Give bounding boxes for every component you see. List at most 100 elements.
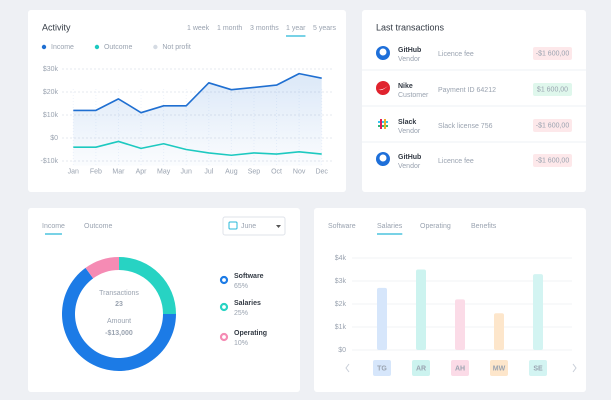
github-icon: [376, 152, 390, 166]
y-tick-label: -$10k: [40, 158, 58, 165]
tab[interactable]: Operating: [420, 223, 451, 230]
category-chip: [373, 360, 391, 376]
series-line: [73, 140, 322, 157]
legend-label: Software: [234, 273, 264, 280]
x-tick-label: Mar: [112, 168, 125, 175]
bar: [533, 274, 543, 350]
tab[interactable]: Outcome: [84, 223, 113, 230]
nike-icon: [376, 81, 390, 95]
amount: -$1 600,00: [536, 157, 570, 164]
description: Licence fee: [438, 158, 474, 165]
x-tick-label: Jul: [204, 168, 213, 175]
bar: [416, 269, 426, 350]
category-chip: [490, 360, 508, 376]
tab[interactable]: Salaries: [377, 223, 403, 230]
vendor-name: Nike: [398, 83, 413, 90]
vendor-role: Vendor: [398, 56, 421, 63]
amount-badge: [533, 154, 572, 167]
x-tick-label: Apr: [136, 168, 148, 175]
vendor-name: Slack: [398, 119, 416, 126]
x-tick-label: Nov: [293, 168, 306, 175]
y-tick-label: $3k: [335, 278, 347, 285]
legend-dot: [94, 44, 100, 50]
category-chip: [529, 360, 547, 376]
transactions-title: Last transactions: [376, 22, 445, 32]
legend-label: Salaries: [234, 300, 261, 307]
legend-dot: [41, 44, 47, 50]
tab[interactable]: 1 year: [286, 25, 306, 32]
y-tick-label: $0: [338, 347, 346, 354]
description: Slack license 756: [438, 123, 493, 130]
legend-label: Outcome: [104, 44, 133, 51]
income-area: [73, 73, 322, 166]
x-tick-label: SE: [533, 365, 543, 372]
month-dropdown[interactable]: June: [222, 216, 286, 236]
donut-slice: [85, 257, 119, 279]
amount: -$1 600,00: [536, 122, 570, 129]
center-label: 23: [115, 301, 123, 308]
x-tick-label: May: [157, 168, 171, 175]
legend-label: Not profit: [162, 44, 190, 51]
tab[interactable]: 3 months: [250, 25, 279, 32]
x-tick-label: Jan: [68, 168, 79, 175]
amount: $1 600,00: [537, 86, 568, 93]
x-tick-label: TG: [377, 365, 387, 372]
tab[interactable]: 1 week: [187, 25, 210, 32]
value-label: 25%: [234, 310, 248, 317]
category-chip: [451, 360, 469, 376]
center-label: Transactions: [99, 290, 139, 297]
amount-badge: [533, 83, 572, 96]
x-tick-label: AH: [455, 365, 465, 372]
bar: [455, 299, 465, 350]
x-tick-label: AR: [416, 365, 426, 372]
tab[interactable]: Benefits: [471, 223, 497, 230]
slack-icon: [378, 119, 388, 129]
tab[interactable]: 5 years: [313, 25, 336, 32]
category-chip: [412, 360, 430, 376]
legend-dot: [219, 302, 229, 312]
github-icon: [376, 46, 390, 60]
legend-dot: [219, 332, 229, 342]
x-tick-label: MW: [493, 365, 506, 372]
center-label: Amount: [107, 318, 131, 325]
series-line: [73, 72, 322, 114]
x-tick-label: Aug: [225, 168, 238, 175]
activity-title: Activity: [42, 22, 71, 32]
y-tick-label: $4k: [335, 255, 347, 262]
legend-label: Income: [51, 44, 74, 51]
donut-slice: [119, 257, 176, 314]
amount-badge: [533, 47, 572, 60]
x-tick-label: Oct: [271, 168, 282, 175]
description: Payment ID 64212: [438, 87, 496, 94]
description: Licence fee: [438, 51, 474, 58]
legend-dot: [219, 275, 229, 285]
next-arrow[interactable]: [572, 363, 577, 373]
y-tick-label: $10k: [43, 112, 59, 119]
x-tick-label: Sep: [248, 168, 261, 175]
amount-badge: [533, 119, 572, 132]
transactions-card: [362, 10, 586, 192]
center-label: -$13,000: [105, 330, 133, 337]
bar: [377, 287, 387, 350]
x-tick-label: Feb: [90, 168, 102, 175]
tab[interactable]: Software: [328, 223, 356, 230]
x-tick-label: Dec: [315, 168, 328, 175]
vendor-role: Vendor: [398, 163, 421, 170]
dropdown-label[interactable]: June: [241, 223, 256, 230]
tab[interactable]: 1 month: [217, 25, 242, 32]
legend-label: Operating: [234, 330, 267, 337]
legend-dot: [153, 44, 158, 50]
y-tick-label: $20k: [43, 89, 59, 96]
tab[interactable]: Income: [42, 223, 65, 230]
vendor-name: GitHub: [398, 47, 421, 54]
vendor-role: Vendor: [398, 128, 421, 135]
prev-arrow[interactable]: [345, 363, 350, 373]
vendor-role: Customer: [398, 92, 429, 99]
y-tick-label: $30k: [43, 66, 59, 73]
y-tick-label: $2k: [335, 301, 347, 308]
y-tick-label: $1k: [335, 324, 347, 331]
y-tick-label: $0: [50, 135, 58, 142]
vendor-name: GitHub: [398, 154, 421, 161]
